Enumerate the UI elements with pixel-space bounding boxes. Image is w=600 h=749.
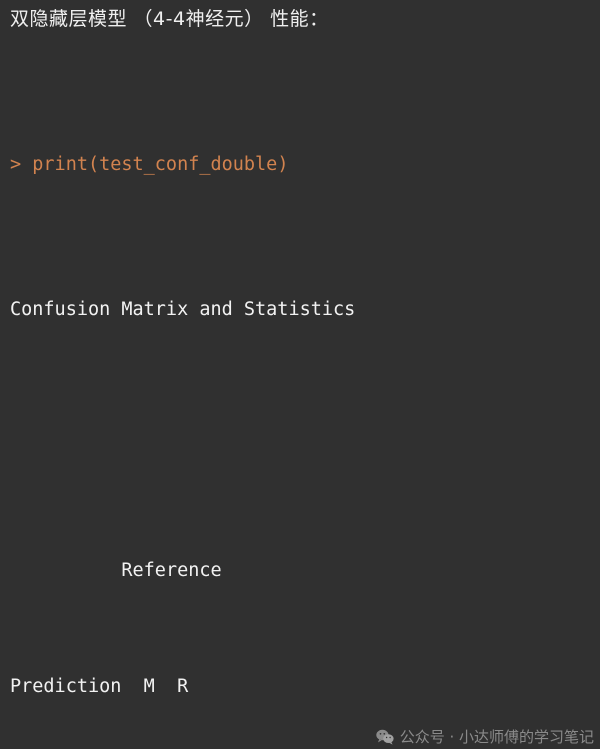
matrix-col-header-m: M <box>143 676 155 697</box>
matrix-reference-header: Reference <box>0 556 600 585</box>
output-header: Confusion Matrix and Statistics <box>10 299 356 320</box>
page-title: 双隐藏层模型 （4-4神经元） 性能： <box>10 8 329 30</box>
console-prompt-line: > print(test_conf_double) <box>0 150 600 179</box>
wechat-icon <box>375 729 394 745</box>
watermark-text: 公众号 · 小达师傅的学习笔记 <box>399 728 594 746</box>
prompt-space <box>21 154 32 175</box>
console-command: print(test_conf_double) <box>32 154 289 175</box>
blank-line <box>0 411 600 440</box>
console-output: > print(test_conf_double) Confusion Matr… <box>0 34 600 749</box>
matrix-column-header-row: Prediction M R <box>0 672 600 701</box>
prediction-label: Prediction <box>10 676 122 697</box>
watermark: 公众号 · 小达师傅的学习笔记 <box>375 726 594 747</box>
reference-label: Reference <box>121 560 222 581</box>
prompt-symbol: > <box>10 154 22 175</box>
matrix-col-header-r: R <box>177 676 189 697</box>
